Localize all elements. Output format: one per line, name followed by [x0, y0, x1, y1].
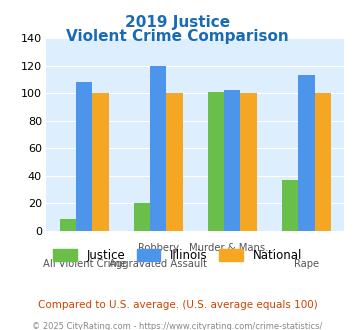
Bar: [60, 218, 76, 231]
Text: 2019 Justice: 2019 Justice: [125, 15, 230, 30]
Text: Murder & Mans...: Murder & Mans...: [189, 244, 275, 253]
Bar: [240, 93, 257, 231]
Legend: Justice, Illinois, National: Justice, Illinois, National: [49, 244, 306, 266]
Text: Aggravated Assault: Aggravated Assault: [109, 259, 207, 269]
Bar: [166, 93, 183, 231]
Text: Rape: Rape: [294, 259, 319, 269]
Text: Violent Crime Comparison: Violent Crime Comparison: [66, 29, 289, 44]
Bar: [315, 93, 331, 231]
Bar: [208, 92, 224, 231]
Text: Robbery: Robbery: [138, 244, 179, 253]
Bar: [76, 82, 92, 231]
Bar: [134, 203, 150, 231]
Bar: [298, 75, 315, 231]
Text: © 2025 CityRating.com - https://www.cityrating.com/crime-statistics/: © 2025 CityRating.com - https://www.city…: [32, 322, 323, 330]
Bar: [92, 93, 109, 231]
Text: Compared to U.S. average. (U.S. average equals 100): Compared to U.S. average. (U.S. average …: [38, 300, 317, 310]
Text: All Violent Crime: All Violent Crime: [43, 259, 126, 269]
Bar: [224, 90, 240, 231]
Bar: [282, 180, 298, 231]
Bar: [150, 66, 166, 231]
